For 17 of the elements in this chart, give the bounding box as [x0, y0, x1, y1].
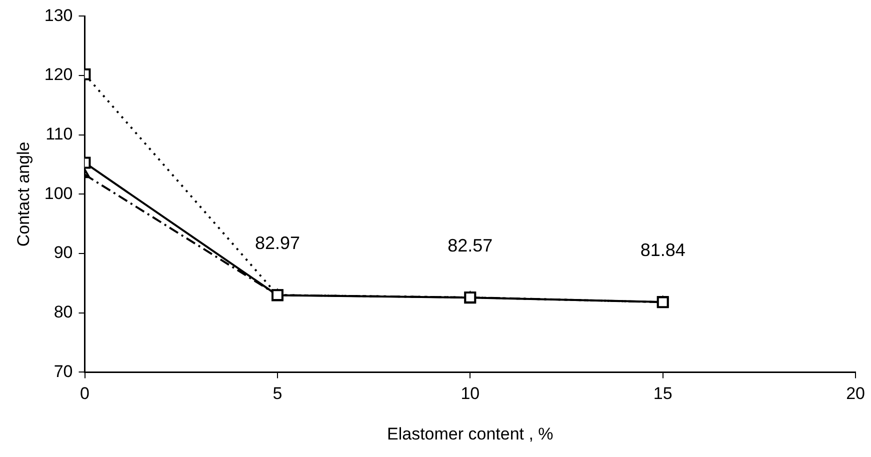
y-tick-label: 80 — [54, 302, 73, 322]
x-tick-label: 5 — [272, 384, 282, 404]
data-label: 82.57 — [448, 236, 493, 256]
y-tick-label: 70 — [54, 362, 73, 381]
data-label: 82.97 — [254, 233, 300, 254]
y-tick-label: 90 — [54, 243, 73, 262]
y-tick-label: 120 — [44, 65, 73, 84]
x-tick-label: 15 — [653, 384, 672, 404]
x-tick-label: 20 — [846, 384, 866, 404]
y-axis-title: Contact angle — [14, 142, 33, 247]
y-tick-label: 100 — [44, 184, 73, 203]
data-label: 81.84 — [640, 240, 686, 260]
x-tick-label: 10 — [460, 384, 480, 404]
x-axis-title: Elastomer content , % — [387, 424, 554, 444]
y-tick-label: 110 — [46, 124, 73, 144]
x-tick-label: 0 — [80, 384, 90, 404]
y-tick-label: 130 — [44, 6, 73, 25]
